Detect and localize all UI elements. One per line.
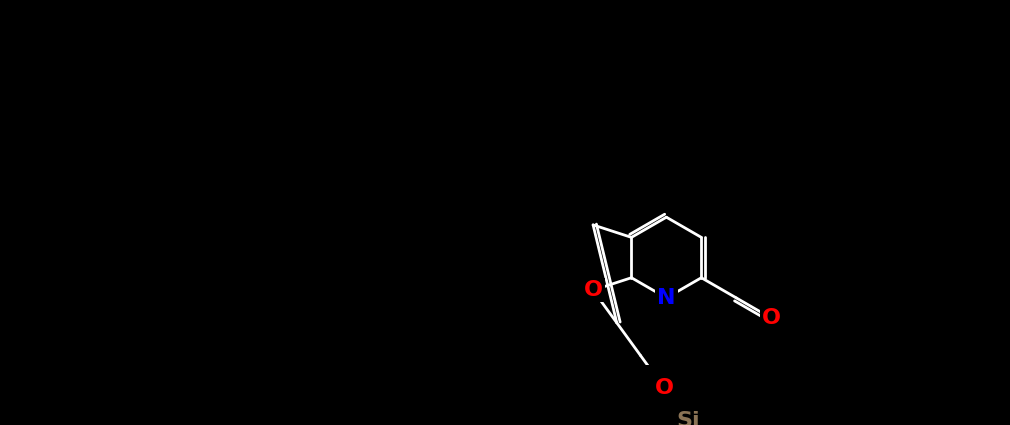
Text: Si: Si [676,411,700,425]
Text: O: O [584,280,603,300]
Text: O: O [762,308,781,328]
Text: O: O [654,378,674,398]
Text: N: N [658,288,676,308]
